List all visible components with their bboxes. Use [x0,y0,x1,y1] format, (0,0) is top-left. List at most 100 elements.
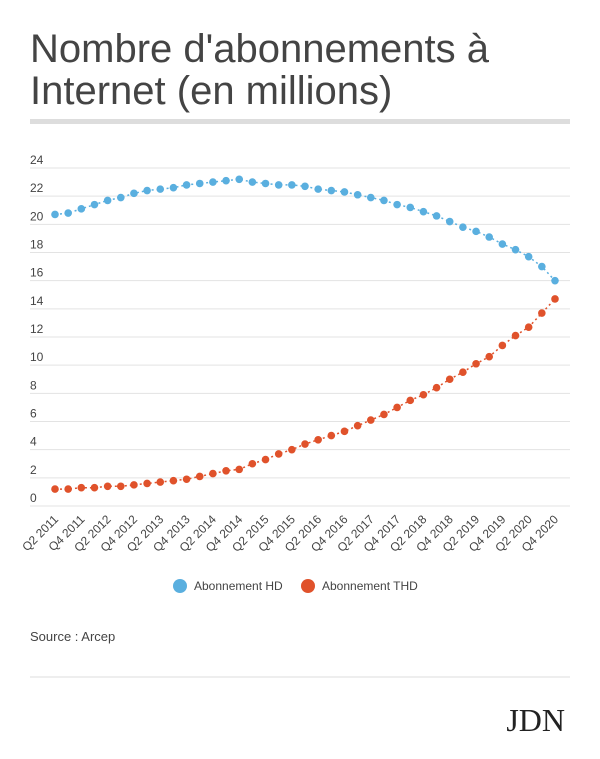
data-point [551,295,559,303]
legend-marker [173,579,187,593]
series-line [54,178,556,282]
data-point [169,183,178,192]
y-tick-label: 22 [30,181,44,195]
data-point [274,450,283,458]
data-point [222,466,230,475]
data-point [143,186,151,195]
data-point [524,252,533,261]
data-point [274,181,283,189]
data-point [143,479,151,488]
data-point [314,185,322,193]
y-tick-label: 4 [30,435,37,449]
data-point [366,416,375,424]
legend-label: Abonnement HD [194,579,283,593]
data-point [511,331,520,340]
y-tick-label: 0 [30,491,37,505]
data-point [235,175,244,184]
data-point [445,217,454,226]
logo: JDN [506,702,565,738]
data-point [235,465,244,474]
data-point [472,227,480,236]
data-point [288,445,296,454]
data-point [195,179,204,188]
divider [30,119,570,124]
data-point [248,178,257,186]
data-point [103,196,112,205]
data-point [511,245,520,254]
series-line [55,298,556,490]
data-point [485,233,494,241]
data-point [261,455,270,464]
data-point [485,352,494,361]
data-point [472,359,480,368]
data-point [340,188,349,196]
chart-title: Nombre d'abonnements à [30,27,490,71]
legend-marker [301,579,315,593]
data-point [366,193,375,202]
data-point [301,182,309,191]
data-point [182,475,191,484]
data-point [380,410,388,419]
data-point [538,262,546,271]
data-point [130,189,138,198]
data-point [90,483,99,492]
data-point [64,209,72,217]
data-point [340,427,349,436]
data-point [90,200,99,209]
y-tick-label: 20 [30,209,44,223]
data-point [314,436,322,444]
data-point [432,212,441,220]
data-point [288,181,296,189]
data-point [64,485,72,493]
y-tick-label: 18 [30,238,44,252]
data-point [156,185,165,193]
data-point [393,403,401,412]
data-point [248,459,257,468]
data-point [222,176,230,185]
data-point [51,485,59,493]
data-point [538,309,546,317]
y-tick-label: 2 [30,463,37,477]
chart-title: Internet (en millions) [30,69,392,113]
data-point [551,276,559,285]
y-tick-label: 10 [30,350,44,364]
data-point [459,368,467,377]
data-point [445,375,454,384]
data-point [77,205,86,213]
data-point [116,193,125,202]
data-point [209,469,217,478]
data-point [459,223,467,231]
data-point [182,181,191,189]
y-tick-label: 8 [30,378,37,392]
data-point [116,482,125,491]
data-point [524,323,533,331]
data-point [301,440,309,448]
data-point [406,203,415,212]
data-point [498,341,507,350]
data-point [406,396,415,405]
data-point [419,390,428,399]
data-point [419,207,428,216]
data-point [130,481,138,489]
data-point [51,210,59,219]
data-point [380,196,388,205]
data-point [393,200,401,209]
data-point [498,240,507,248]
y-tick-label: 12 [30,322,44,336]
data-point [195,472,204,481]
data-point [156,478,165,486]
y-tick-label: 24 [30,153,44,167]
data-point [327,431,336,440]
data-point [432,383,441,392]
data-point [169,476,178,485]
y-tick-label: 14 [30,294,44,308]
y-tick-label: 6 [30,407,37,421]
data-point [327,186,336,195]
y-tick-label: 16 [30,266,44,280]
data-point [353,190,362,199]
data-point [209,178,217,186]
data-point [77,483,86,492]
data-point [261,179,270,188]
data-point [353,421,362,430]
